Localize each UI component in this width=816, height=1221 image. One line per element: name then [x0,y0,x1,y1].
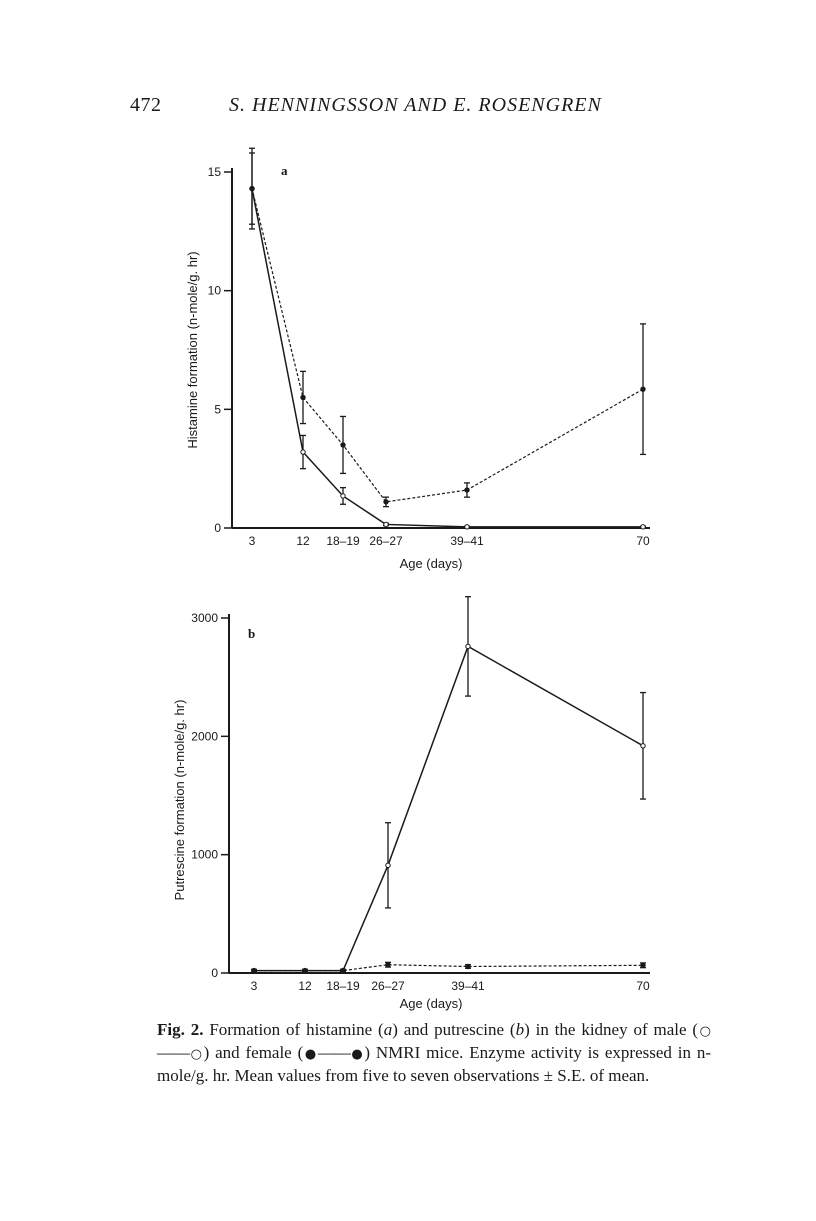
female-data-point [385,962,391,968]
x-tick-label: 39–41 [450,534,484,548]
histamine-chart: 0 5 10 15 3 12 18–19 26–27 39–41 70 Age (days) Hist… [185,147,650,571]
open-circle-icon: ○ [698,1024,712,1039]
female-data-point [464,487,470,493]
male-series-line [254,645,644,972]
y-axis-title: Putrescine formation (n-mole/g. hr) [172,700,187,901]
caption-text-5: ) NMRI mice. Enzyme activity is expresse… [157,1043,712,1085]
male-data-point [640,743,646,749]
caption-b: b [515,1020,525,1039]
caption-fig-label: Fig. 2. [157,1020,204,1039]
male-data-point [383,521,389,528]
x-tick-label: 12 [298,979,312,993]
male-data-point [640,524,646,530]
x-tick-label: 39–41 [451,979,485,993]
y-tick-label: 1000 [191,848,218,862]
y-tick-label: 0 [214,521,221,535]
caption-a: a [383,1020,393,1039]
x-tick-label: 26–27 [371,979,405,993]
x-tick-label: 12 [296,534,310,548]
y-axis-title: Histamine formation (n-mole/g. hr) [185,251,200,448]
x-tick-label: 18–19 [326,534,360,548]
x-tick-label: 3 [251,979,258,993]
male-data-point [385,862,391,869]
y-tick-label: 3000 [191,611,218,625]
male-data-point [464,524,470,530]
caption-text-1: Formation of histamine ( [203,1020,384,1039]
female-data-point [249,185,255,192]
female-data-point [340,442,346,448]
x-tick-label: 70 [636,979,650,993]
y-tick-label: 2000 [191,729,218,743]
male-data-point [300,449,306,455]
female-data-point [465,963,471,970]
x-tick-label: 3 [249,534,256,548]
female-series-line [254,964,644,972]
filled-circle-icon: ● [303,1047,318,1062]
caption-text-2: ) and putrescine ( [392,1020,516,1039]
female-data-point [302,967,308,974]
female-data-point [640,962,646,969]
male-data-point [340,493,346,499]
panel-label: b [248,626,255,641]
x-tick-label: 18–19 [326,979,360,993]
putrescine-chart: 0 1000 2000 3000 3 12 18–19 26–27 39–41 70 Age (da… [172,596,650,1011]
y-tick-label: 0 [211,966,218,980]
female-data-point [340,967,346,974]
y-tick-label: 5 [214,402,221,416]
male-series-line [251,188,643,528]
female-data-point [383,499,389,505]
female-data-point [300,394,306,401]
panel-label: a [281,163,288,178]
female-series-line [251,188,644,503]
caption-text-4: ) and female ( [203,1043,304,1062]
female-data-point [251,967,257,974]
caption-dash-2: —— [317,1043,351,1062]
x-tick-label: 70 [636,534,650,548]
x-axis-title: Age (days) [400,996,463,1011]
y-tick-label: 15 [208,165,222,179]
page-number: 472 [130,94,162,116]
x-tick-label: 26–27 [369,534,403,548]
figure-caption: Fig. 2. Formation of histamine (a) and p… [157,1019,711,1086]
open-circle-icon: ○ [189,1047,204,1062]
filled-circle-icon: ● [349,1047,365,1062]
female-data-point [640,386,646,392]
x-axis-title: Age (days) [400,556,463,571]
running-head: S. HENNINGSSON AND E. ROSENGREN [229,94,602,116]
caption-text-3: ) in the kidney of male ( [524,1020,699,1039]
y-tick-label: 10 [208,284,222,298]
male-data-point [465,643,471,650]
caption-dash-1: —— [157,1043,190,1062]
